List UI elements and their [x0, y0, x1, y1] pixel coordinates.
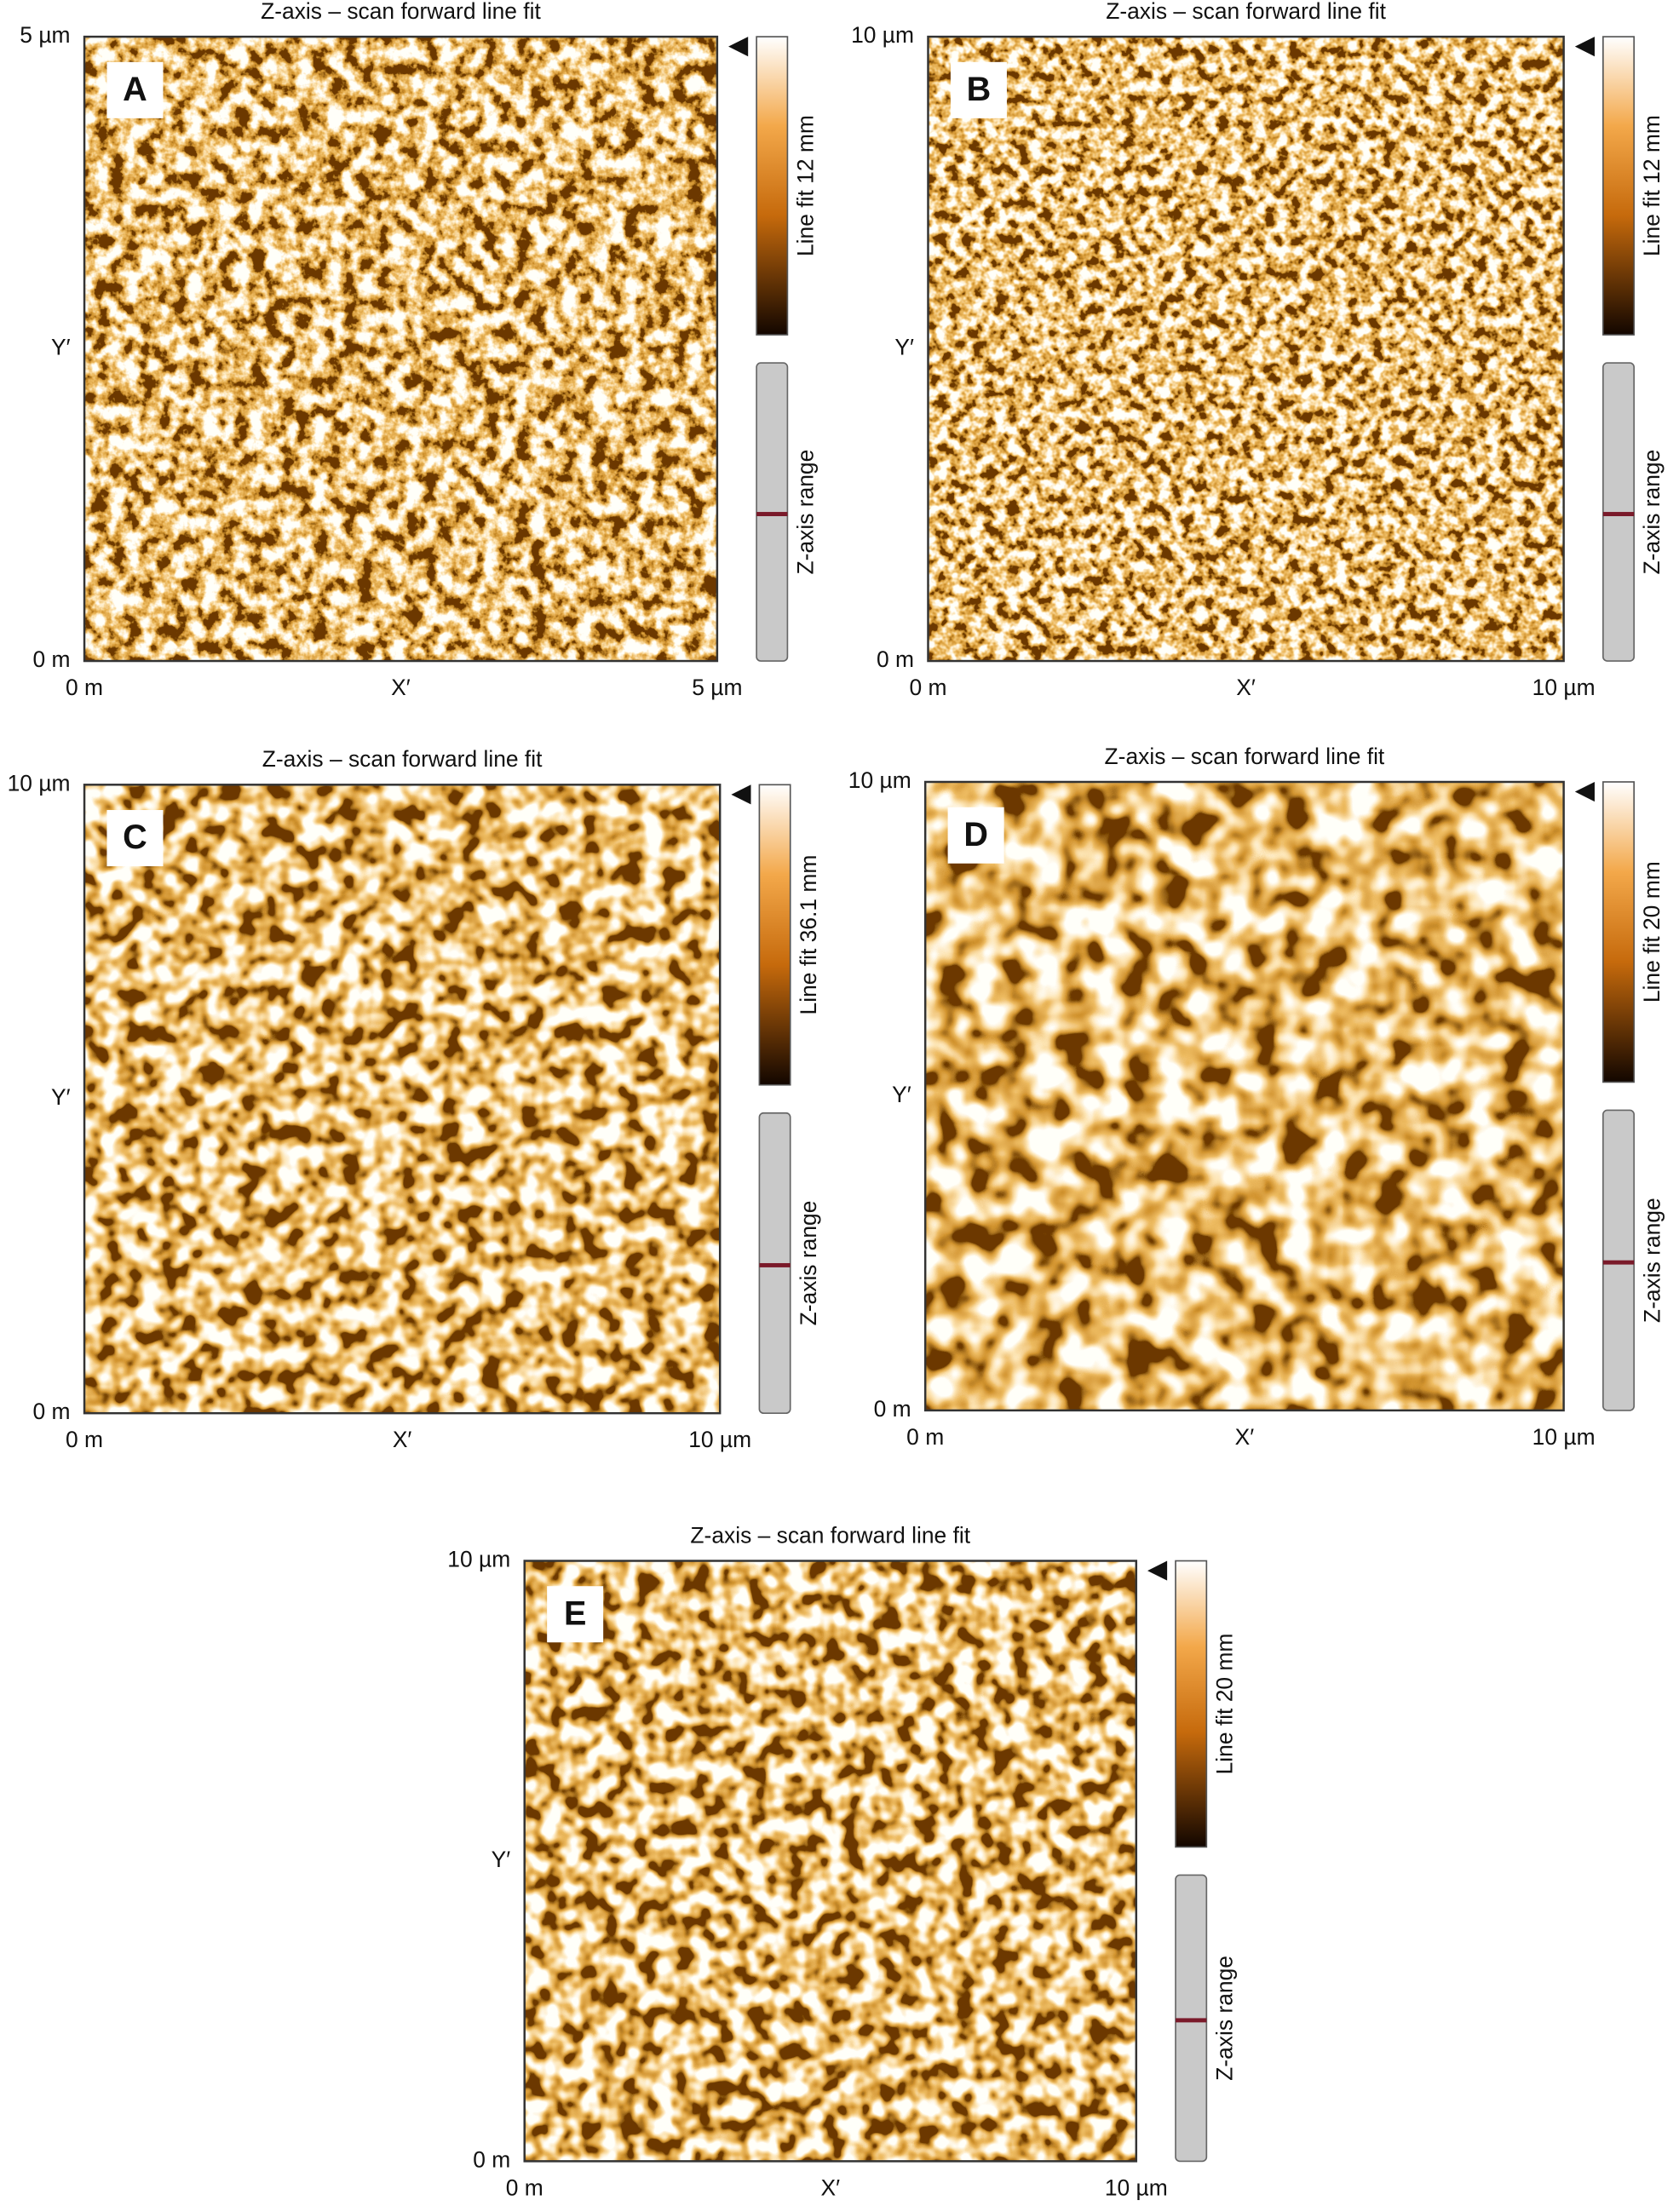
panel-label-box — [950, 61, 1007, 118]
range-indicator — [756, 512, 788, 517]
colorbar-label: Line fit 20 mm — [1639, 861, 1665, 1003]
x-right-label: 10 µm — [1105, 2175, 1168, 2200]
x-axis-label: X′ — [1236, 675, 1256, 700]
range-label: Z-axis range — [1639, 450, 1665, 575]
panel-label-box — [106, 810, 164, 867]
range-bar — [1602, 1109, 1636, 1411]
panel: B Z-axis – scan forward line fit 10 µm Y′ 0 … — [851, 0, 1665, 700]
y-axis-label: Y′ — [51, 1084, 71, 1110]
y-top-label: 5 µm — [20, 22, 70, 48]
range-indicator — [1602, 1260, 1635, 1265]
panel-label: A — [123, 71, 147, 108]
x-axis-label: X′ — [1235, 1424, 1255, 1450]
afm-image — [84, 37, 717, 662]
scan-marker — [728, 37, 749, 57]
scan-marker — [1147, 1560, 1168, 1581]
y-top-label: 10 µm — [8, 770, 71, 796]
range-indicator — [759, 1262, 791, 1267]
image-frame — [923, 780, 1565, 1412]
panel: D Z-axis – scan forward line fit 10 µm Y′ 0 … — [848, 744, 1665, 1450]
x-left-label: 0 m — [909, 675, 946, 700]
panel-title: Z-axis – scan forward line fit — [261, 0, 541, 24]
colorbar — [758, 784, 791, 1086]
x-left-label: 0 m — [506, 2175, 543, 2200]
y-axis-label: Y′ — [492, 1847, 511, 1872]
panel-label: E — [564, 1594, 586, 1632]
x-axis-label: X′ — [393, 1427, 412, 1452]
scan-marker — [731, 784, 751, 805]
colorbar-label: Line fit 12 mm — [793, 115, 819, 256]
image-frame — [927, 35, 1565, 663]
afm-image — [84, 784, 721, 1414]
range-label: Z-axis range — [1211, 1956, 1237, 2081]
afm-image — [928, 37, 1564, 662]
colorbar — [1602, 36, 1636, 336]
scan-marker — [1574, 37, 1595, 57]
panel-label: B — [967, 71, 992, 108]
range-label: Z-axis range — [796, 1201, 821, 1326]
x-left-label: 0 m — [66, 675, 103, 700]
panel-label-box — [947, 807, 1004, 864]
range-label: Z-axis range — [793, 450, 819, 575]
y-bottom-label: 0 m — [877, 646, 914, 672]
y-bottom-label: 0 m — [33, 646, 71, 672]
y-top-label: 10 µm — [851, 22, 914, 48]
x-right-label: 10 µm — [688, 1427, 751, 1452]
panel-title: Z-axis – scan forward line fit — [690, 1522, 970, 1548]
panel: A Z-axis – scan forward line fit 5 µm Y′ 0 m… — [20, 0, 818, 700]
y-bottom-label: 0 m — [874, 1396, 911, 1422]
x-right-label: 10 µm — [1532, 1424, 1596, 1450]
colorbar — [1602, 781, 1636, 1083]
afm-image — [925, 782, 1564, 1411]
scan-marker — [1574, 782, 1595, 802]
colorbar-label: Line fit 20 mm — [1211, 1634, 1237, 1775]
panel-title: Z-axis – scan forward line fit — [262, 746, 543, 772]
image-frame — [83, 784, 722, 1415]
panel-label: D — [963, 816, 988, 853]
panel-label: C — [123, 819, 147, 856]
image-frame — [523, 1560, 1138, 2163]
x-left-label: 0 m — [66, 1427, 103, 1452]
range-label: Z-axis range — [1639, 1198, 1665, 1323]
y-top-label: 10 µm — [447, 1546, 510, 1571]
panel-title: Z-axis – scan forward line fit — [1106, 0, 1386, 24]
y-bottom-label: 0 m — [33, 1399, 71, 1424]
y-top-label: 10 µm — [848, 767, 911, 793]
afm-image — [524, 1560, 1136, 2162]
x-left-label: 0 m — [906, 1424, 944, 1450]
y-axis-label: Y′ — [894, 335, 914, 360]
image-frame — [83, 35, 719, 663]
colorbar — [756, 36, 789, 336]
y-bottom-label: 0 m — [473, 2146, 510, 2172]
x-right-label: 10 µm — [1532, 675, 1596, 700]
panel: E Z-axis – scan forward line fit 10 µm Y′ 0 … — [447, 1522, 1237, 2200]
colorbar-label: Line fit 36.1 mm — [796, 855, 821, 1015]
range-indicator — [1176, 2018, 1207, 2023]
y-axis-label: Y′ — [892, 1082, 911, 1107]
range-indicator — [1602, 512, 1635, 517]
range-bar — [758, 1112, 791, 1415]
x-right-label: 5 µm — [692, 675, 742, 700]
panel-label-box — [106, 61, 164, 118]
y-axis-label: Y′ — [51, 335, 71, 360]
panel-title: Z-axis – scan forward line fit — [1105, 744, 1385, 769]
panel-label-box — [547, 1586, 604, 1643]
x-axis-label: X′ — [820, 2175, 840, 2200]
panel: C Z-axis – scan forward line fit 10 µm Y′ 0 … — [8, 746, 821, 1452]
colorbar-label: Line fit 12 mm — [1639, 115, 1665, 256]
colorbar — [1175, 1560, 1208, 1848]
x-axis-label: X′ — [391, 675, 411, 700]
